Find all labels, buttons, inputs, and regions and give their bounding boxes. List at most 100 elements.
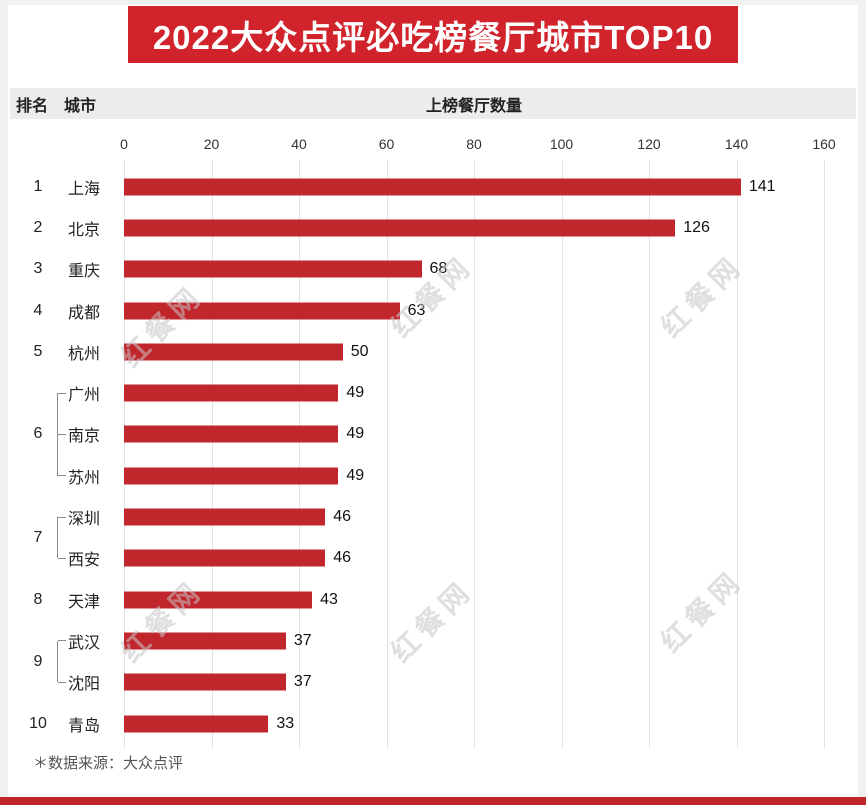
city-column-header: 城市 <box>64 97 97 115</box>
chart-row: 深圳 46 <box>10 496 856 537</box>
chart-row: 苏州 49 <box>10 455 856 496</box>
city-label: 成都 <box>68 304 101 322</box>
city-label: 青岛 <box>68 717 101 735</box>
rank-label: 9 <box>33 652 43 670</box>
value-bar <box>124 715 269 732</box>
value-bar <box>124 591 313 609</box>
value-bar <box>124 425 339 443</box>
bar-rows: 1 上海 141 2 北京 126 3 重庆 68 4 成都 63 5 杭州 50 6 广州 49 南京 49 苏州 49… <box>10 166 856 744</box>
city-label: 杭州 <box>68 345 101 363</box>
rank-group: 6 广州 49 南京 49 苏州 49 <box>10 372 856 496</box>
city-label: 深圳 <box>68 511 101 529</box>
rank-bracket <box>57 516 67 559</box>
gridline <box>124 160 125 748</box>
chart-row: 西安 46 <box>10 538 856 579</box>
chart-row: 青岛 33 <box>10 703 856 744</box>
gridline <box>561 160 563 748</box>
value-label: 126 <box>683 218 710 236</box>
city-label: 重庆 <box>68 263 101 281</box>
chart-row: 武汉 37 <box>10 620 856 661</box>
title-banner: 2022大众点评必吃榜餐厅城市TOP10 <box>128 6 738 63</box>
chart-row: 北京 126 <box>10 207 856 248</box>
rank-label: 7 <box>33 528 43 546</box>
gridline <box>386 160 388 748</box>
chart-row: 广州 49 <box>10 372 856 413</box>
city-label: 上海 <box>68 180 101 198</box>
value-label: 37 <box>293 631 312 649</box>
city-label: 武汉 <box>68 634 101 652</box>
value-bar <box>124 508 326 526</box>
rank-label: 5 <box>33 342 43 360</box>
value-axis-title: 上榜餐厅数量 <box>425 97 522 115</box>
rank-group: 10 青岛 33 <box>10 703 856 744</box>
value-bar <box>124 302 400 320</box>
chart-row: 重庆 68 <box>10 249 856 290</box>
chart-header: 排名 城市 上榜餐厅数量 <box>10 88 856 119</box>
value-bar <box>124 384 339 402</box>
rank-label: 4 <box>33 301 43 319</box>
value-label: 46 <box>333 508 352 526</box>
rank-group: 1 上海 141 <box>10 166 856 207</box>
gridline <box>211 160 213 748</box>
city-label: 广州 <box>68 387 101 405</box>
source-note: ＊数据来源：大众点评 <box>33 755 184 772</box>
rank-group: 9 武汉 37 沈阳 37 <box>10 620 856 703</box>
page-title: 2022大众点评必吃榜餐厅城市TOP10 <box>152 18 714 56</box>
x-axis-tick: 100 <box>549 136 574 152</box>
rank-label: 2 <box>33 218 43 236</box>
rank-group: 7 深圳 46 西安 46 <box>10 496 856 579</box>
value-label: 63 <box>407 301 426 319</box>
gridline <box>474 160 475 748</box>
x-axis-tick: 80 <box>466 136 482 152</box>
value-bar <box>124 178 741 196</box>
x-axis-tick: 40 <box>291 136 307 152</box>
city-label: 西安 <box>68 552 101 570</box>
bracket-tick <box>58 516 66 518</box>
gridline <box>649 160 650 748</box>
city-label: 苏州 <box>68 469 101 487</box>
bracket-tick <box>58 392 66 394</box>
rank-group: 8 天津 43 <box>10 579 856 620</box>
value-label: 50 <box>350 342 369 360</box>
city-label: 北京 <box>68 221 101 239</box>
rank-group: 3 重庆 68 <box>10 249 856 290</box>
chart-row: 上海 141 <box>10 166 856 207</box>
value-label: 49 <box>346 425 365 443</box>
value-label: 33 <box>276 714 295 732</box>
bracket-tick <box>58 475 66 477</box>
chart-row: 天津 43 <box>10 579 856 620</box>
x-axis-tick: 20 <box>203 136 220 152</box>
chart-row: 杭州 50 <box>10 331 856 372</box>
value-label: 49 <box>346 384 365 402</box>
chart-row: 南京 49 <box>10 414 856 455</box>
value-bar <box>124 549 326 567</box>
value-bar <box>124 343 343 361</box>
chart-row: 沈阳 37 <box>10 662 856 703</box>
rank-bracket <box>57 640 67 683</box>
rank-label: 10 <box>29 714 47 732</box>
x-axis-tick: 140 <box>724 136 749 152</box>
rank-label: 8 <box>33 590 43 608</box>
value-label: 46 <box>333 549 352 567</box>
city-label: 沈阳 <box>68 676 101 694</box>
bracket-tick <box>58 681 66 683</box>
value-bar <box>124 673 286 691</box>
x-axis-tick: 160 <box>812 136 836 152</box>
plot-area: 1 上海 141 2 北京 126 3 重庆 68 4 成都 63 5 杭州 50 6 广州 49 南京 49 苏州 49… <box>10 160 856 752</box>
value-label: 37 <box>293 673 312 691</box>
value-bar <box>124 632 286 650</box>
x-axis-tick: 120 <box>637 136 661 152</box>
bracket-tick <box>58 557 66 559</box>
value-label: 141 <box>748 177 776 195</box>
x-axis-tick: 60 <box>378 136 395 152</box>
gridline <box>824 160 825 748</box>
chart-row: 成都 63 <box>10 290 856 331</box>
gridline <box>299 160 300 748</box>
rank-group: 5 杭州 50 <box>10 331 856 372</box>
rank-label: 1 <box>33 177 43 195</box>
bracket-tick <box>58 640 66 642</box>
bracket-tick <box>58 433 66 435</box>
value-bar <box>124 260 422 278</box>
bottom-accent-strip <box>0 797 866 805</box>
